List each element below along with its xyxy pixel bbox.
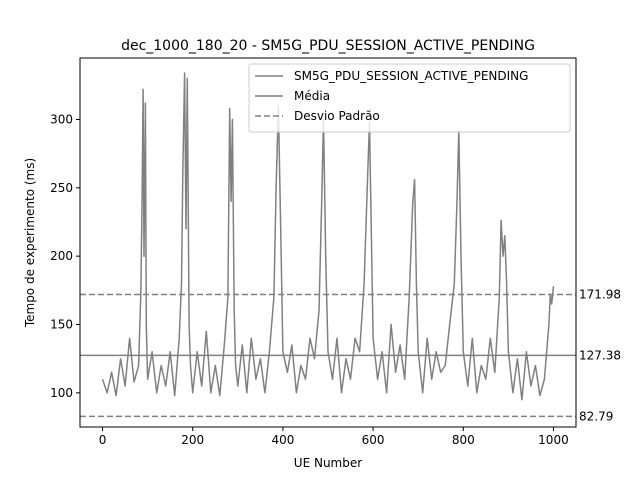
series-line [101,72,555,401]
y-tick-label: 300 [50,113,73,127]
x-tick-label: 0 [99,433,107,447]
chart-marks [80,72,576,418]
x-tick-label: 400 [271,433,294,447]
y-tick-label: 100 [50,386,73,400]
mean-value-label: 127.38 [579,348,621,362]
stddev-upper-label: 171.98 [579,287,621,301]
plot-frame [79,57,577,428]
legend-label-stddev: Desvio Padrão [294,109,380,123]
legend-label-mean: Média [294,89,330,103]
x-tick-label: 600 [362,433,385,447]
y-tick-label: 150 [50,318,73,332]
y-axis-label: Tempo de experimento (ms) [23,158,37,328]
legend-label-series: SM5G_PDU_SESSION_ACTIVE_PENDING [294,69,528,83]
x-tick-label: 1000 [538,433,569,447]
x-tick-label: 800 [452,433,475,447]
x-axis-label: UE Number [294,456,362,470]
legend: SM5G_PDU_SESSION_ACTIVE_PENDING Média De… [248,63,571,133]
axes: 0 200 400 600 800 1000 100 150 200 250 300 [50,57,577,447]
stddev-lower-label: 82.79 [579,409,613,423]
x-tick-label: 200 [181,433,204,447]
chart-title: dec_1000_180_20 - SM5G_PDU_SESSION_ACTIV… [121,38,535,54]
y-tick-label: 200 [50,249,73,263]
y-tick-label: 250 [50,181,73,195]
legend-box [248,63,571,133]
